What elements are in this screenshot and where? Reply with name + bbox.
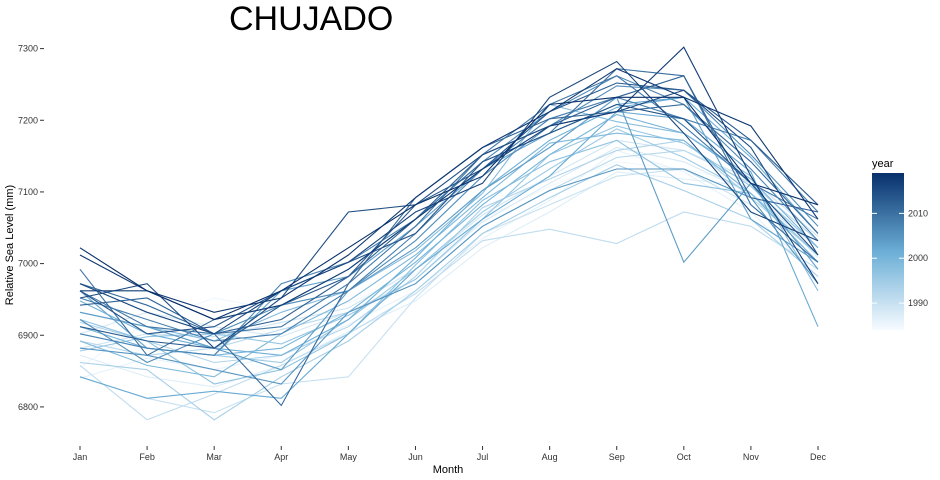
series-line-1996 [79, 125, 819, 352]
x-tick-label: Mar [206, 452, 222, 462]
series-line-2019 [79, 96, 819, 321]
x-tick-label: Oct [677, 452, 692, 462]
x-tick-label: Sep [609, 452, 625, 462]
series-line-1991 [79, 211, 819, 421]
legend-colorbar [872, 173, 904, 330]
series-line-2017 [80, 46, 819, 321]
x-tick-label: Dec [810, 452, 827, 462]
series-line-2015 [79, 89, 819, 349]
series-line-2010 [79, 68, 819, 357]
series-line-2013 [79, 82, 819, 349]
series-line-1997 [79, 139, 819, 385]
y-tick-label: 6800 [18, 402, 38, 412]
y-axis: 6800 6900 7000 7100 7200 7300 [18, 44, 44, 412]
series-line-1988 [79, 146, 819, 338]
series-line-1990 [79, 168, 819, 414]
x-tick-label: Jun [408, 452, 423, 462]
series-line-2018 [79, 68, 819, 313]
legend-tick-label: 2010 [908, 208, 928, 218]
series-line-2009 [79, 75, 819, 335]
series-line-2002 [79, 111, 819, 399]
series-line-2005 [79, 168, 819, 385]
y-tick-label: 6900 [18, 330, 38, 340]
x-tick-label: Aug [542, 452, 558, 462]
x-tick-label: Feb [139, 452, 155, 462]
x-tick-label: Jan [73, 452, 88, 462]
y-tick-label: 7000 [18, 259, 38, 269]
legend: year 1990 2000 2010 [872, 158, 928, 330]
legend-tick-label: 1990 [908, 298, 928, 308]
series-line-2016 [79, 60, 819, 335]
series-lines [79, 46, 819, 421]
x-axis-title: Month [433, 464, 464, 476]
series-line-1994 [79, 164, 819, 421]
chart-title: CHUJADO [229, 0, 393, 38]
x-tick-label: May [340, 452, 358, 462]
series-line-2012 [79, 75, 819, 335]
series-line-1995 [79, 128, 819, 364]
legend-title: year [872, 158, 894, 170]
series-line-2001 [79, 96, 819, 356]
legend-ticks: 1990 2000 2010 [872, 208, 928, 308]
y-tick-label: 7200 [18, 115, 38, 125]
series-line-2004 [79, 96, 819, 371]
y-axis-title: Relative Sea Level (mm) [4, 185, 16, 305]
series-line-1987 [79, 171, 819, 388]
x-tick-label: Apr [274, 452, 288, 462]
series-line-2006 [79, 85, 819, 364]
series-line-1985 [79, 161, 819, 368]
x-tick-label: Nov [743, 452, 760, 462]
legend-tick-label: 2000 [908, 253, 928, 263]
y-tick-label: 7100 [18, 187, 38, 197]
series-line-1999 [79, 132, 819, 378]
y-tick-label: 7300 [18, 44, 38, 54]
x-tick-label: Jul [477, 452, 489, 462]
x-axis: Jan Feb Mar Apr May Jun Jul Aug Sep Oct Nov Dec [73, 446, 827, 462]
